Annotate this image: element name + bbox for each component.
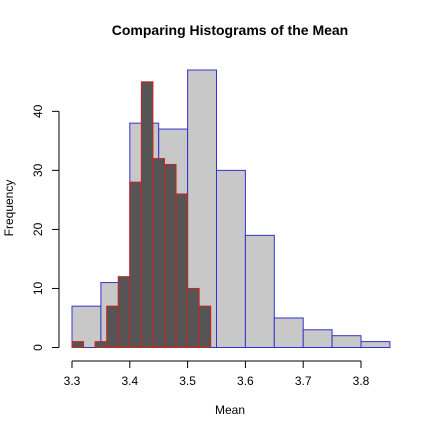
y-axis-label: Frequency: [2, 180, 16, 237]
x-tick-label-4: 3.7: [295, 374, 312, 388]
y-tick-label-0: 0: [31, 344, 45, 351]
histogram-bar-s0-b7: [273, 317, 304, 349]
histogram-bar-s0-b5: [216, 169, 246, 348]
histogram-bar-s0-b10: [360, 341, 391, 348]
histogram-bar-s1-b4: [117, 276, 131, 348]
histogram-bar-s1-b2: [94, 341, 108, 348]
histogram-bar-s1-b9: [175, 193, 189, 348]
histogram-bar-s1-b10: [187, 287, 200, 349]
histogram-bar-s0-b8: [302, 329, 333, 348]
y-tick-label-4: 40: [31, 104, 45, 118]
histogram-bar-s0-b9: [331, 335, 362, 349]
y-axis: 0 10 20 30 40: [31, 104, 60, 351]
histogram-bar-s1-b11: [198, 305, 212, 349]
histogram-bar-s1-b0: [71, 341, 85, 348]
x-tick-label-1: 3.4: [121, 374, 138, 388]
chart-title: Comparing Histograms of the Mean: [112, 22, 348, 38]
histogram-bar-s0-b0: [71, 305, 102, 349]
histogram-bar-s1-b5: [129, 181, 142, 348]
bars-layer: [71, 69, 391, 349]
x-axis-label: Mean: [215, 403, 245, 417]
histogram-bar-s1-b3: [106, 305, 119, 349]
x-tick-label-3: 3.6: [237, 374, 254, 388]
x-tick-label-2: 3.5: [179, 374, 196, 388]
histogram-bar-s1-b6: [140, 81, 154, 349]
x-tick-label-5: 3.8: [353, 374, 370, 388]
histogram-bar-s0-b6: [244, 234, 275, 349]
x-tick-label-0: 3.3: [64, 374, 81, 388]
x-axis: 3.3 3.4 3.5 3.6 3.7 3.8: [64, 360, 370, 388]
y-tick-label-1: 10: [31, 281, 45, 295]
y-tick-label-2: 20: [31, 222, 45, 236]
y-tick-label-3: 30: [31, 163, 45, 177]
histogram-bar-s1-b8: [163, 163, 177, 348]
histogram-bar-s1-b7: [152, 158, 165, 348]
